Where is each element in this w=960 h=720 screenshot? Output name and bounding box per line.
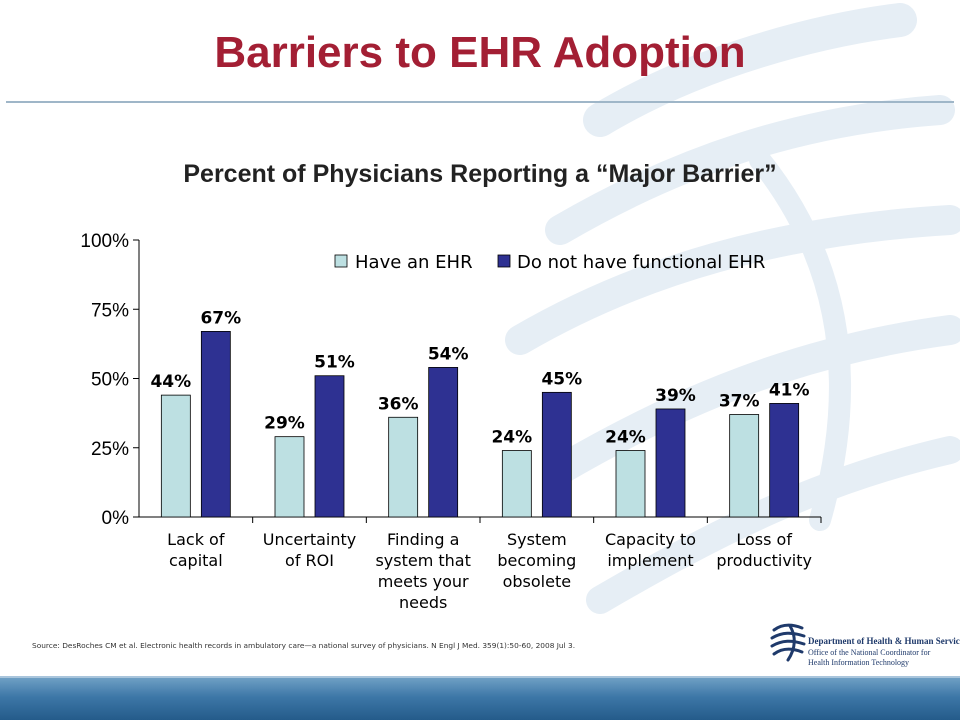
x-category-label: meets your	[378, 572, 469, 591]
title-divider	[6, 101, 954, 103]
x-category-label: Lack of	[167, 530, 225, 549]
bar-have-ehr	[274, 436, 305, 518]
x-category-label: capital	[169, 551, 223, 570]
bar-no-ehr	[200, 331, 231, 518]
bar-have-ehr	[160, 394, 191, 518]
data-label: 67%	[200, 308, 241, 328]
x-category-label: Uncertainty	[263, 530, 356, 549]
x-category-label: of ROI	[285, 551, 334, 570]
bar-no-ehr	[769, 403, 800, 518]
source-citation: Source: DesRoches CM et al. Electronic h…	[32, 641, 576, 650]
data-label: 37%	[719, 392, 760, 412]
x-category-label: needs	[399, 593, 447, 612]
legend-swatch-no-ehr	[497, 254, 511, 268]
data-label: 41%	[769, 380, 810, 400]
y-tick-label: 0%	[102, 508, 130, 529]
data-label: 24%	[491, 428, 532, 448]
x-category-label: productivity	[716, 551, 812, 570]
bar-no-ehr	[428, 367, 459, 518]
data-label: 51%	[314, 353, 355, 373]
data-label: 39%	[655, 386, 696, 406]
y-tick-label: 25%	[91, 439, 129, 460]
data-label: 29%	[264, 414, 305, 434]
chart-title: Percent of Physicians Reporting a “Major…	[183, 160, 777, 188]
x-category-label: obsolete	[503, 572, 571, 591]
logo-text-line2: Office of the National Coordinator for	[808, 648, 931, 657]
bar-no-ehr	[655, 408, 686, 518]
data-label: 36%	[378, 394, 419, 414]
y-tick-label: 100%	[80, 231, 129, 252]
x-category-label: System	[507, 530, 567, 549]
legend-label-no-ehr: Do not have functional EHR	[517, 252, 765, 273]
footer-bar	[0, 678, 960, 720]
x-category-label: implement	[607, 551, 693, 570]
hhs-eagle-logo-icon	[770, 623, 806, 662]
y-tick-label: 75%	[91, 300, 129, 321]
legend-label-have-ehr: Have an EHR	[355, 252, 473, 273]
bar-no-ehr	[541, 391, 572, 518]
slide-title: Barriers to EHR Adoption	[214, 28, 746, 77]
data-label: 24%	[605, 428, 646, 448]
x-category-label: Loss of	[736, 530, 792, 549]
data-label: 45%	[541, 369, 582, 389]
x-category-label: Capacity to	[605, 530, 696, 549]
y-tick-label: 50%	[91, 370, 129, 391]
x-category-label: becoming	[497, 551, 576, 570]
bar-no-ehr	[314, 375, 345, 518]
data-label: 54%	[428, 344, 469, 364]
data-label: 44%	[150, 372, 191, 392]
bar-chart: 0% 25% 50% 75% 100% 44% 67% Lack of capital 29% 5…	[80, 231, 822, 612]
logo-text-line3: Health Information Technology	[808, 658, 910, 667]
bar-have-ehr	[615, 450, 646, 518]
logo-text-line1: Department of Health & Human Services	[808, 636, 960, 646]
bar-have-ehr	[729, 414, 760, 518]
x-category-label: Finding a	[387, 530, 459, 549]
footer-highlight	[0, 676, 960, 678]
x-category-label: system that	[375, 551, 470, 570]
bar-have-ehr	[388, 416, 419, 518]
legend-swatch-have-ehr	[334, 254, 348, 268]
bar-have-ehr	[501, 450, 532, 518]
